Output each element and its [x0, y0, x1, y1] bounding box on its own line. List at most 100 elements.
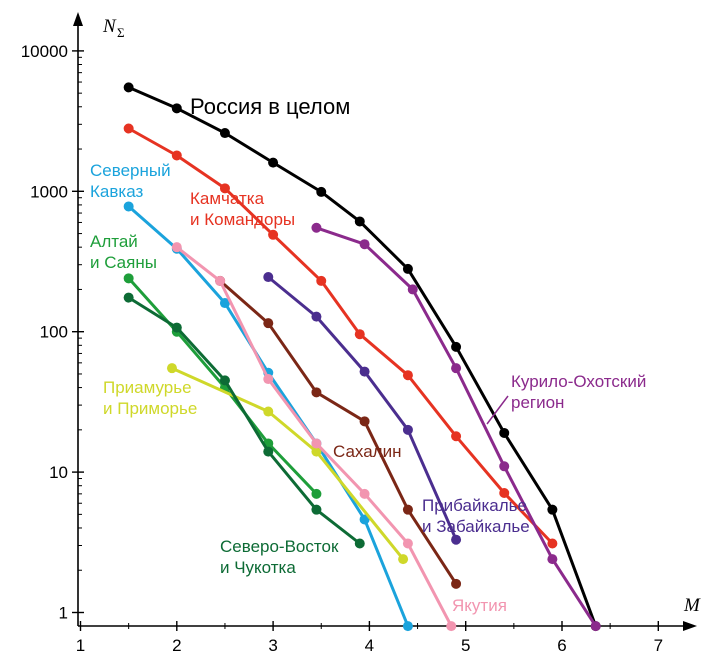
data-point-altai	[311, 488, 322, 499]
x-tick-label: 2	[172, 636, 181, 655]
series-line-sakhalin	[219, 279, 458, 585]
series-baikal	[263, 272, 462, 545]
data-point-chukotka	[123, 292, 134, 303]
data-point-yakutia	[215, 275, 226, 286]
x-tick-label: 5	[461, 636, 470, 655]
series-label-line: Северо-Восток	[220, 537, 339, 556]
data-point-yakutia	[263, 374, 274, 385]
y-tick-label: 10000	[21, 42, 68, 61]
data-point-baikal	[402, 424, 413, 435]
x-tick-label: 6	[557, 636, 566, 655]
data-point-kamchatka	[547, 538, 558, 549]
series-label-line: Россия в целом	[190, 94, 350, 119]
series-russia	[123, 82, 601, 632]
data-point-kuril	[499, 461, 510, 472]
series-label-altai: Алтай и Саяны	[90, 232, 157, 272]
data-point-baikal	[359, 366, 370, 377]
y-axis-arrow	[73, 12, 83, 26]
data-point-caucasus	[219, 298, 230, 309]
series-yakutia	[171, 242, 457, 632]
data-point-caucasus	[123, 201, 134, 212]
x-tick-label: 7	[654, 636, 663, 655]
data-point-russia	[354, 216, 365, 227]
series-labels: Россия в целом Камчатка и Командоры Курило-…	[90, 94, 646, 615]
y-tick-label: 1	[59, 604, 68, 623]
series-label-amur: Приамурье и Приморье	[103, 378, 197, 418]
data-point-russia	[547, 504, 558, 515]
data-point-altai	[123, 273, 134, 284]
series-label-line: Алтай	[90, 232, 138, 251]
data-point-russia	[268, 157, 279, 168]
series-label-line: Камчатка	[190, 189, 265, 208]
series-label-line: Сахалин	[333, 442, 402, 461]
series-label-line: Кавказ	[90, 182, 143, 201]
data-point-baikal	[451, 534, 462, 545]
data-point-sakhalin	[311, 387, 322, 398]
series-label-line: и Саяны	[90, 253, 157, 272]
series-label-line: регион	[511, 393, 564, 412]
data-point-amur	[166, 363, 177, 374]
x-tick-label: 3	[268, 636, 277, 655]
series-label-kuril: Курило-Охотский регион	[511, 372, 646, 412]
data-point-kamchatka	[402, 370, 413, 381]
series-label-russia: Россия в целом	[190, 94, 350, 119]
axes: 1 2 3 4 5 6 7 1 10 100 1000 10000 N Σ M	[21, 12, 701, 655]
series-line-kuril	[315, 226, 597, 627]
data-point-russia	[171, 103, 182, 114]
data-point-chukotka	[354, 538, 365, 549]
series-lines	[123, 82, 601, 632]
series-label-line: Приамурье	[103, 378, 192, 397]
series-label-chukotka: Северо-Восток и Чукотка	[220, 537, 339, 577]
y-tick-label: 100	[40, 323, 68, 342]
data-point-russia	[451, 341, 462, 352]
data-point-caucasus	[359, 514, 370, 525]
series-label-line: и Приморье	[103, 399, 197, 418]
series-label-line: Северный	[90, 161, 171, 180]
data-point-chukotka	[219, 375, 230, 386]
data-point-yakutia	[402, 538, 413, 549]
data-point-amur	[398, 554, 409, 565]
data-point-sakhalin	[359, 416, 370, 427]
series-line-amur	[171, 366, 405, 561]
x-tick-label: 1	[76, 636, 85, 655]
series-sakhalin	[215, 275, 462, 589]
data-point-kamchatka	[171, 150, 182, 161]
series-label-caucasus: Северный Кавказ	[90, 161, 171, 201]
data-point-yakutia	[311, 438, 322, 449]
data-point-kuril	[547, 554, 558, 565]
series-kamchatka	[123, 123, 558, 549]
data-point-amur	[311, 446, 322, 457]
data-point-russia	[219, 128, 230, 139]
data-point-yakutia	[446, 621, 457, 632]
data-point-kamchatka	[316, 275, 327, 286]
series-label-yakutia: Якутия	[452, 596, 507, 615]
series-label-kamchatka: Камчатка и Командоры	[190, 189, 295, 229]
y-axis-title-subscript: Σ	[117, 25, 125, 40]
data-point-kuril	[407, 284, 418, 295]
x-axis-title: M	[683, 595, 701, 616]
data-point-kuril	[451, 363, 462, 374]
data-point-chukotka	[311, 504, 322, 515]
series-label-sakhalin: Сахалин	[333, 442, 402, 461]
data-point-amur	[263, 406, 274, 417]
data-point-chukotka	[263, 446, 274, 457]
series-chukotka	[123, 292, 365, 549]
data-point-sakhalin	[402, 504, 413, 515]
data-point-kamchatka	[354, 329, 365, 340]
series-label-line: и Чукотка	[220, 558, 296, 577]
data-point-sakhalin	[451, 578, 462, 589]
y-tick-label: 10	[49, 463, 68, 482]
data-point-kuril	[590, 621, 601, 632]
y-axis-title: N	[102, 16, 117, 37]
series-line-chukotka	[127, 296, 361, 545]
x-tick-label: 4	[365, 636, 374, 655]
data-point-kuril	[311, 222, 322, 233]
data-point-sakhalin	[263, 318, 274, 329]
data-point-kamchatka	[219, 183, 230, 194]
data-point-baikal	[311, 311, 322, 322]
series-label-line: Курило-Охотский	[511, 372, 646, 391]
series-label-line: и Забайкалье	[422, 517, 530, 536]
series-label-line: Якутия	[452, 596, 507, 615]
data-point-chukotka	[171, 322, 182, 333]
